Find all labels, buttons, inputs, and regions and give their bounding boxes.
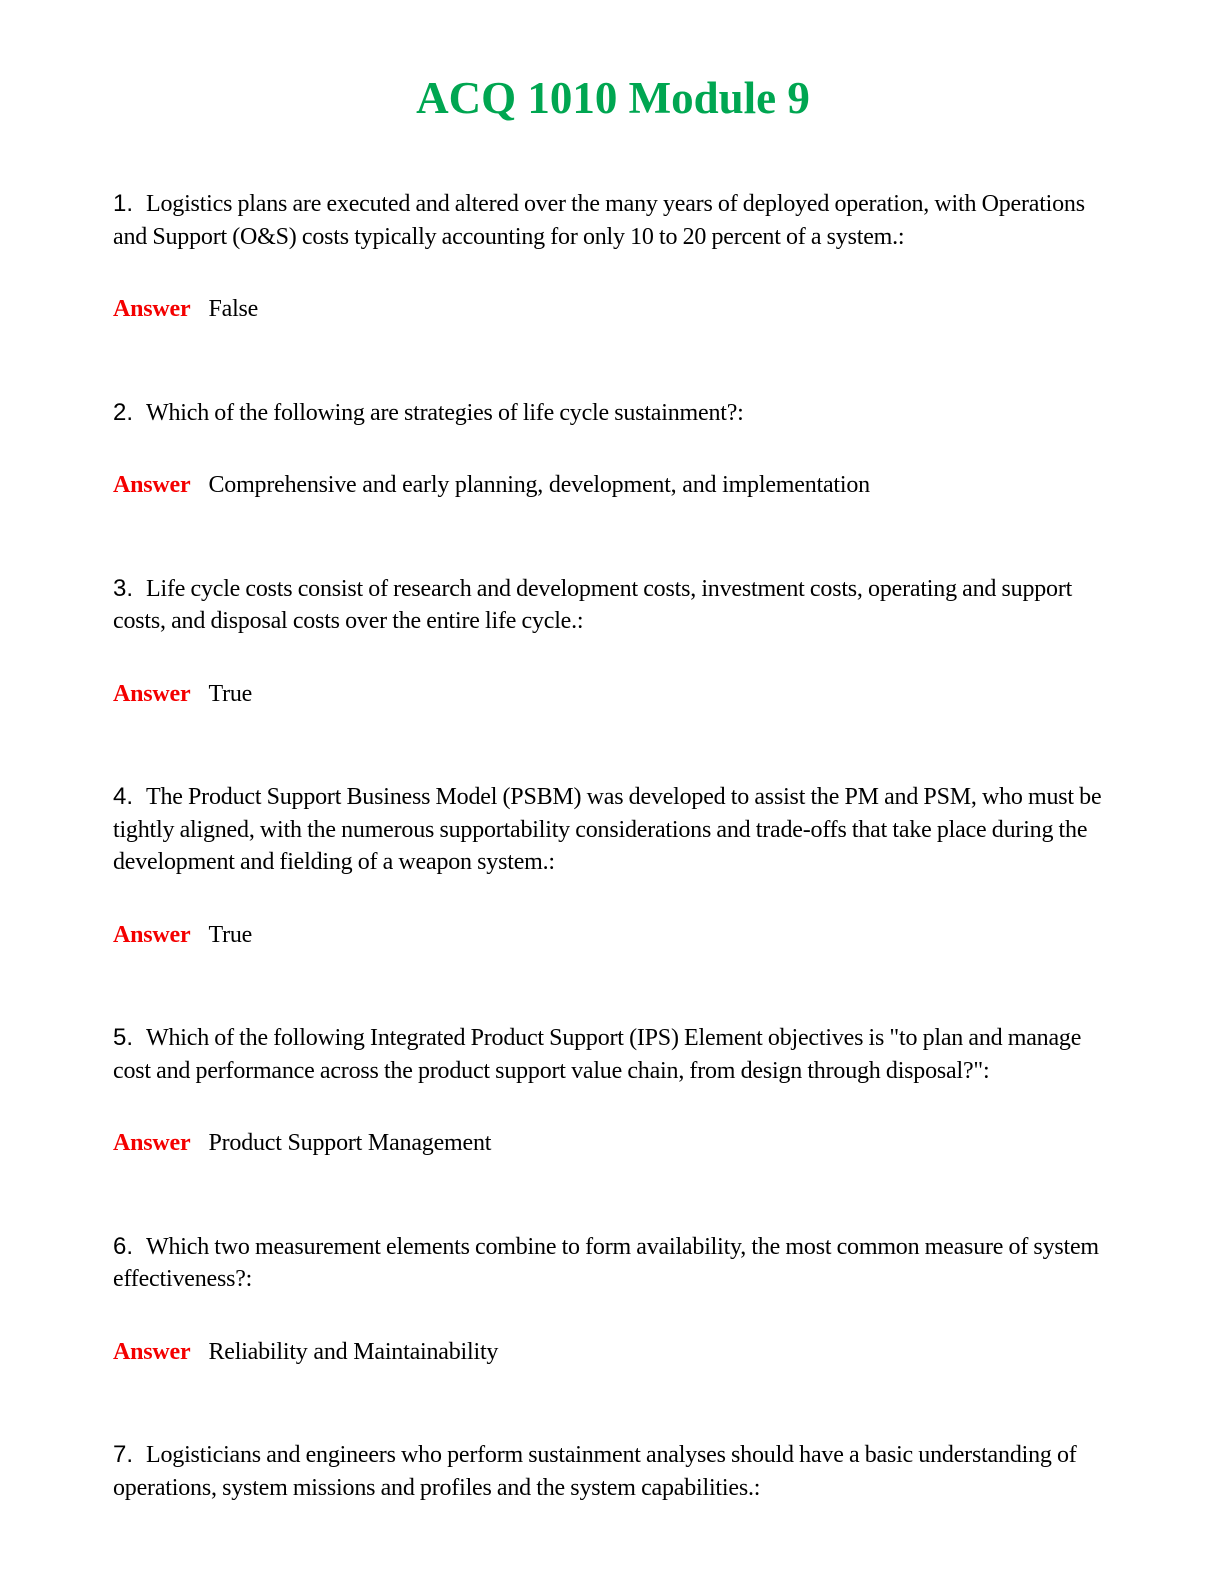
answer-label: Answer [113, 1338, 191, 1365]
question-block-3: 3. Life cycle costs consist of research a… [113, 573, 1113, 711]
answer-text: True [208, 921, 253, 948]
question-number: 2. [113, 398, 134, 426]
question-text: 6. Which two measurement elements combine… [113, 1231, 1113, 1296]
answer-line: Answer Product Support Management [113, 1127, 1113, 1160]
answer-line: Answer True [113, 919, 1113, 952]
question-body: Which of the following are strategies of… [146, 399, 744, 426]
question-block-5: 5. Which of the following Integrated Prod… [113, 1022, 1113, 1160]
answer-text: Comprehensive and early planning, develo… [208, 472, 870, 498]
question-block-6: 6. Which two measurement elements combine… [113, 1231, 1113, 1369]
question-number: 7. [113, 1441, 134, 1468]
answer-label: Answer [113, 680, 191, 707]
question-text: 1. Logistics plans are executed and alter… [113, 188, 1113, 253]
question-body: Logisticians and engineers who perform s… [113, 1442, 1077, 1501]
question-number: 1. [113, 190, 134, 217]
answer-label: Answer [113, 921, 191, 948]
question-block-4: 4. The Product Support Business Model (PS… [113, 781, 1113, 951]
answer-text: False [208, 296, 259, 322]
question-text: 4. The Product Support Business Model (PS… [113, 781, 1113, 879]
answer-line: Answer True [113, 678, 1113, 711]
answer-line: Answer Reliability and Maintainability [113, 1336, 1113, 1369]
question-block-7: 7. Logisticians and engineers who perform… [113, 1439, 1113, 1504]
answer-text: True [208, 680, 253, 707]
answer-text: Reliability and Maintainability [208, 1338, 499, 1365]
question-text: 7. Logisticians and engineers who perform… [113, 1439, 1113, 1504]
question-text: 5. Which of the following Integrated Prod… [113, 1022, 1113, 1087]
question-body: Which of the following Integrated Produc… [113, 1025, 1082, 1084]
question-body: Which two measurement elements combine t… [113, 1233, 1099, 1293]
question-number: 6. [113, 1232, 134, 1260]
answer-label: Answer [113, 1130, 191, 1156]
answer-line: Answer Comprehensive and early planning, … [113, 469, 1113, 502]
answer-label: Answer [113, 472, 191, 498]
question-body: Life cycle costs consist of research and… [113, 575, 1073, 635]
question-text: 2. Which of the following are strategies … [113, 397, 1113, 430]
question-body: Logistics plans are executed and altered… [113, 191, 1085, 250]
question-number: 5. [113, 1024, 134, 1051]
page-title: ACQ 1010 Module 9 [416, 73, 810, 123]
question-text: 3. Life cycle costs consist of research a… [113, 573, 1113, 638]
question-number: 3. [113, 574, 134, 602]
question-body: The Product Support Business Model (PSBM… [113, 784, 1102, 875]
question-block-1: 1. Logistics plans are executed and alter… [113, 188, 1113, 326]
question-number: 4. [113, 783, 134, 810]
answer-line: Answer False [113, 293, 1113, 326]
question-block-2: 2. Which of the following are strategies … [113, 397, 1113, 502]
answer-label: Answer [113, 296, 191, 322]
answer-text: Product Support Management [208, 1130, 492, 1156]
